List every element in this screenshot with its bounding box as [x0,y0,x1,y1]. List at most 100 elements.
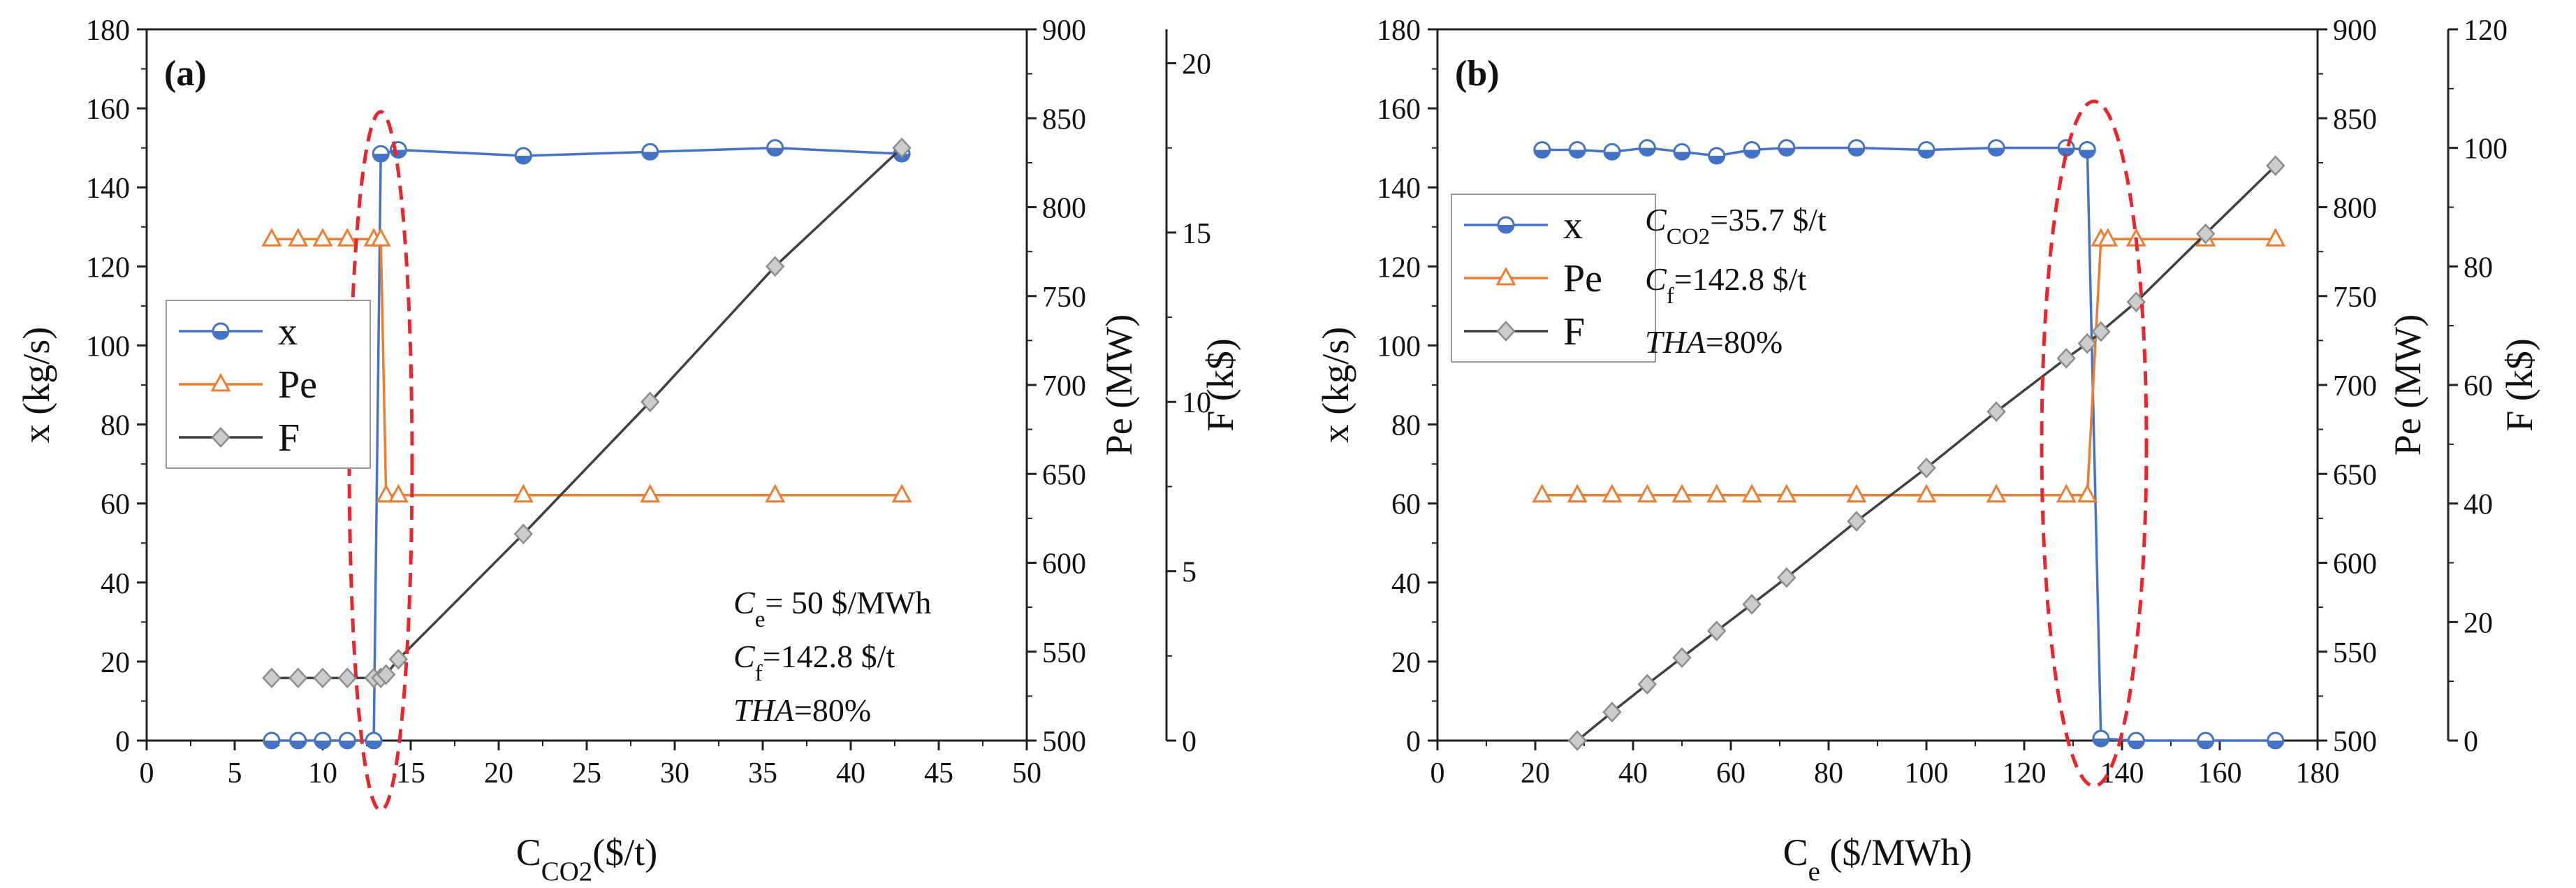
x-tick-label: 50 [1012,757,1041,789]
xlabel-unit: ($/MWh) [1820,831,1972,873]
annot-value: =142.8 $/t [1674,261,1807,297]
point-f [1742,594,1762,615]
point-f [513,523,533,545]
f-tick-label: 20 [1182,48,1211,80]
annot-value: =80% [1706,324,1783,360]
annotation-ce: Ce= 50 $/MWh [733,585,931,632]
legend-marker-f [211,427,230,448]
y-tick-label: 20 [101,647,130,679]
point-pe [513,483,534,503]
y-tick-label: 120 [1377,252,1421,284]
pe-tick-label: 700 [2333,370,2377,402]
pe-tick-label: 850 [2333,103,2377,136]
point-pe [2265,228,2286,247]
point-x-fill [2093,738,2109,747]
annotation-cco2: CCO2=35.7 $/t [1645,202,1827,249]
annot-value: =142.8 $/t [763,639,895,674]
pe-tick-label: 600 [1042,548,1086,581]
legend-marker-pe [210,372,231,392]
pe-tick-label: 650 [1042,459,1086,491]
transition-highlight-ellipse [2040,99,2149,788]
point-x-fill [767,147,783,156]
annot-symbol: C [733,585,756,620]
f-axis-label: F (k$) [2498,338,2540,432]
point-x-fill [373,154,389,162]
point-f [2266,155,2285,176]
f-tick-label: 5 [1182,557,1196,589]
point-pe [2056,483,2077,503]
xlabel-symbol: C [516,831,541,873]
point-f [2091,321,2111,342]
point-f [288,667,308,689]
point-f [1602,701,1622,723]
legend-marker-f [1496,321,1516,342]
annot-symbol: C [1645,261,1667,297]
legend-marker-x-fill [213,331,228,339]
point-f [1706,620,1727,641]
x-tick-label: 40 [836,757,865,789]
x-tick-label: 80 [1814,757,1843,789]
pe-tick-label: 550 [1042,637,1086,669]
point-pe [765,483,786,503]
point-x-fill [1989,147,2005,156]
point-x-fill [2079,150,2095,158]
point-x-fill [315,741,330,748]
pe-tick-label: 500 [2333,726,2377,758]
x-tick-label: 10 [308,757,337,789]
point-x-fill [1778,147,1794,156]
point-f [765,256,785,277]
y-tick-label: 140 [1377,173,1421,205]
x-tick-label: 45 [924,757,953,789]
x-tick-label: 15 [396,757,425,789]
y-tick-label: 0 [115,726,130,758]
annot-symbol: C [733,639,756,674]
pe-axis-label: Pe (MW) [2387,314,2429,456]
point-x-fill [2058,147,2074,156]
point-pe [1637,483,1657,503]
x-tick-label: 120 [2003,757,2047,789]
point-x-fill [2197,741,2213,748]
point-x-fill [642,152,658,160]
y-tick-label: 80 [101,410,130,442]
x-axis-label: Ce ($/MWh) [1783,831,1973,887]
y-tick-label: 100 [1377,330,1421,363]
point-x-fill [515,155,532,163]
point-f [1847,511,1866,532]
y-tick-label: 0 [1406,726,1421,758]
annot-symbol: C [1645,202,1667,238]
y-tick-label: 80 [1391,410,1421,442]
y-tick-label: 180 [86,15,130,47]
point-pe [2098,228,2118,247]
point-f [1917,457,1936,479]
annotation-cf: Cf=142.8 $/t [733,639,895,686]
point-f [1672,647,1692,669]
point-x-fill [1604,152,1620,160]
point-f [2077,333,2098,354]
pe-tick-label: 900 [1042,15,1086,47]
y-tick-label: 60 [1391,489,1421,521]
annot-symbol: THA [1645,324,1706,360]
point-pe [1532,483,1553,503]
point-pe [337,228,358,247]
y-tick-label: 60 [101,489,130,521]
panel-b-chart: 0 20 40 60 80 100 120 140 160 180 0 20 40 60 80 100 120 1… [1315,15,2540,887]
legend-label-pe: Pe [1563,257,1602,300]
point-pe [312,228,333,247]
pe-tick-label: 600 [2333,548,2377,581]
x-tick-label: 5 [228,757,242,789]
point-pe [376,483,397,503]
legend-label-f: F [278,416,300,460]
point-pe [261,228,282,247]
point-f [1637,674,1657,695]
f-tick-label: 120 [2464,15,2508,47]
legend-marker-pe [1495,266,1516,286]
annotation-tha: THA=80% [1645,324,1783,360]
point-pe [388,483,409,503]
y-tick-label: 160 [1377,94,1421,126]
x-tick-label: 20 [1521,757,1550,789]
legend-label-x: x [1563,204,1583,247]
x-axis-label: CCO2($/t) [516,831,657,887]
x-tick-label: 100 [1905,757,1949,789]
pe-tick-label: 650 [2333,459,2377,491]
legend-label-x: x [278,310,298,354]
